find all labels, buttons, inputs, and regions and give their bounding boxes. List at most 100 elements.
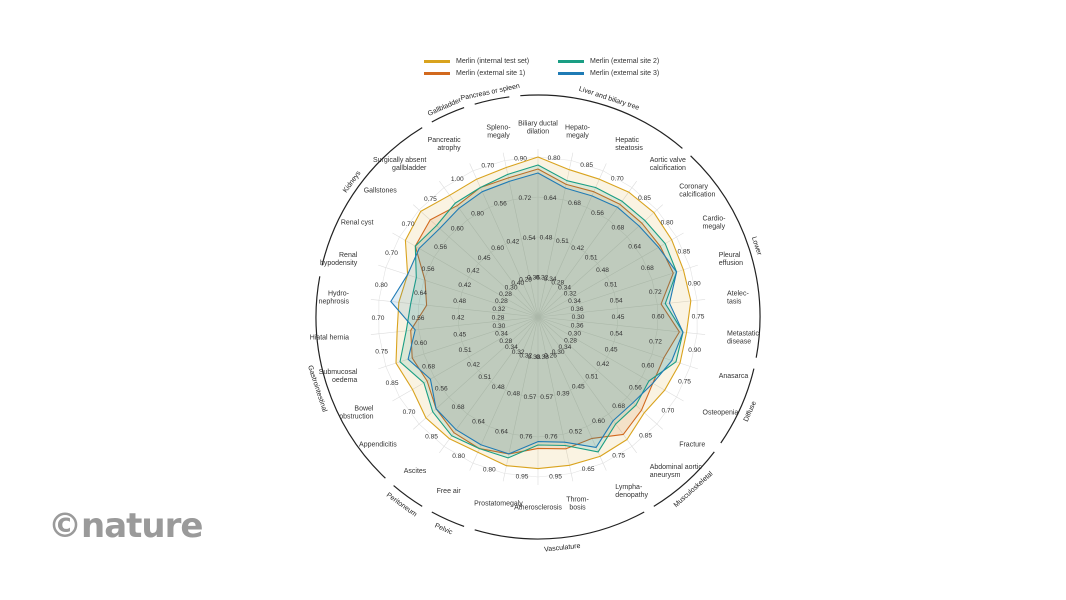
axis-line	[537, 316, 637, 454]
category-label: Hydro-nephrosis	[319, 291, 350, 306]
tick-label: 0.64	[414, 290, 427, 297]
series-polygon-3	[390, 172, 684, 455]
tick-label: 0.57	[540, 394, 553, 401]
category-label: Spleno-megaly	[486, 125, 511, 140]
tick-label: 0.45	[605, 347, 618, 354]
legend-label-ext3: Merlin (external site 3)	[590, 70, 660, 77]
tick-label: 0.48	[596, 267, 609, 274]
tick-label: 0.34	[505, 344, 518, 351]
group-arc	[720, 368, 755, 444]
tick-label: 0.68	[422, 364, 435, 371]
tick-label: 0.75	[375, 348, 388, 355]
legend-item-ext2: Merlin (external site 2)	[558, 58, 659, 65]
tick-label: 0.39	[557, 390, 570, 397]
axis-line	[370, 316, 539, 335]
tick-label: 0.80	[548, 155, 561, 162]
legend-label-ext1: Merlin (external site 1)	[456, 70, 526, 77]
tick-label: 0.75	[692, 314, 705, 321]
tick-label: 0.85	[639, 433, 652, 440]
tick-label: 0.30	[492, 323, 505, 330]
category-label: Hepato-megaly	[565, 125, 591, 140]
tick-label: 0.56	[434, 244, 447, 251]
tick-label: 0.64	[628, 243, 641, 250]
group-label: Diffuse	[743, 400, 758, 423]
tick-label: 0.72	[649, 339, 662, 346]
tick-label: 0.42	[458, 282, 471, 289]
tick-label: 0.30	[572, 314, 585, 321]
tick-label: 0.57	[524, 394, 537, 401]
axis-line	[412, 316, 539, 430]
tick-label: 0.45	[453, 331, 466, 338]
tick-label: 0.28	[519, 276, 532, 283]
tick-label: 0.64	[544, 195, 557, 202]
tick-label: 0.38	[528, 354, 541, 361]
tick-label: 0.32	[492, 306, 505, 313]
group-arc	[431, 107, 465, 123]
axis-line	[537, 316, 607, 471]
axis-line	[537, 316, 684, 402]
tick-label: 0.90	[688, 347, 701, 354]
tick-label: 0.60	[451, 226, 464, 233]
axis-line	[537, 232, 684, 318]
category-label: Throm-bosis	[566, 496, 589, 511]
tick-label: 0.51	[604, 281, 617, 288]
group-arc	[474, 511, 645, 540]
tick-label: 0.32	[536, 275, 549, 282]
tick-label: 0.80	[483, 467, 496, 474]
tick-label: 0.56	[494, 200, 507, 207]
tick-label: 0.48	[492, 384, 505, 391]
tick-label: 0.80	[661, 220, 674, 227]
category-label: Cardio-megaly	[703, 216, 727, 231]
tick-label: 0.36	[571, 322, 584, 329]
tick-label: 0.36	[527, 275, 540, 282]
category-label: Appendicitis	[359, 442, 397, 449]
tick-label: 0.51	[478, 374, 491, 381]
tick-label: 0.54	[610, 331, 623, 338]
category-label: Lympha-denopathy	[615, 484, 648, 499]
tick-label: 0.75	[424, 196, 437, 203]
tick-label: 0.60	[414, 340, 427, 347]
category-label: Surgically absent gallbladder	[373, 157, 427, 172]
group-label: Gallbladder	[427, 97, 463, 118]
category-label: Hepatic steatosis	[615, 137, 643, 152]
tick-label: 0.56	[412, 315, 425, 322]
category-label: Metastatic disease	[727, 330, 759, 345]
tick-label: 0.45	[478, 255, 491, 262]
series-polygon-2	[399, 164, 684, 459]
tick-label: 0.76	[520, 434, 533, 441]
legend-item-ext3: Merlin (external site 3)	[558, 70, 659, 77]
category-label: Abdominal aortic aneurysm	[650, 464, 703, 479]
tick-label: 0.64	[472, 419, 485, 426]
group-label: Liver and biliary tree	[578, 86, 640, 112]
legend-label-ext2: Merlin (external site 2)	[590, 58, 660, 65]
tick-label: 0.85	[425, 434, 438, 441]
tick-label: 0.28	[499, 338, 512, 345]
tick-label: 0.70	[385, 250, 398, 257]
group-label: Lower	[750, 236, 763, 257]
nature-watermark: ©nature	[48, 506, 203, 546]
category-label: Gallstones	[364, 187, 398, 194]
tick-label: 0.68	[641, 265, 654, 272]
group-arc	[520, 94, 683, 149]
tick-label: 0.32	[519, 352, 532, 359]
category-label: Coronary calcification	[679, 183, 715, 198]
tick-label: 0.60	[641, 363, 654, 370]
tick-label: 0.56	[591, 210, 604, 217]
tick-label: 0.75	[678, 379, 691, 386]
tick-label: 0.95	[549, 473, 562, 480]
tick-label: 0.28	[499, 291, 512, 298]
tick-label: 0.85	[638, 195, 651, 202]
group-label: Peritoneum	[385, 492, 418, 519]
legend-swatch-ext2	[558, 60, 584, 63]
group-arc	[653, 451, 715, 507]
tick-label: 0.30	[505, 285, 518, 292]
tick-label: 0.65	[582, 466, 595, 473]
axis-line	[439, 316, 539, 454]
tick-label: 0.70	[661, 408, 674, 415]
category-label: Free air	[437, 488, 462, 495]
tick-label: 0.34	[568, 298, 581, 305]
tick-label: 0.76	[545, 434, 558, 441]
tick-label: 0.56	[422, 266, 435, 273]
category-label: Pancreatic atrophy	[428, 137, 462, 152]
